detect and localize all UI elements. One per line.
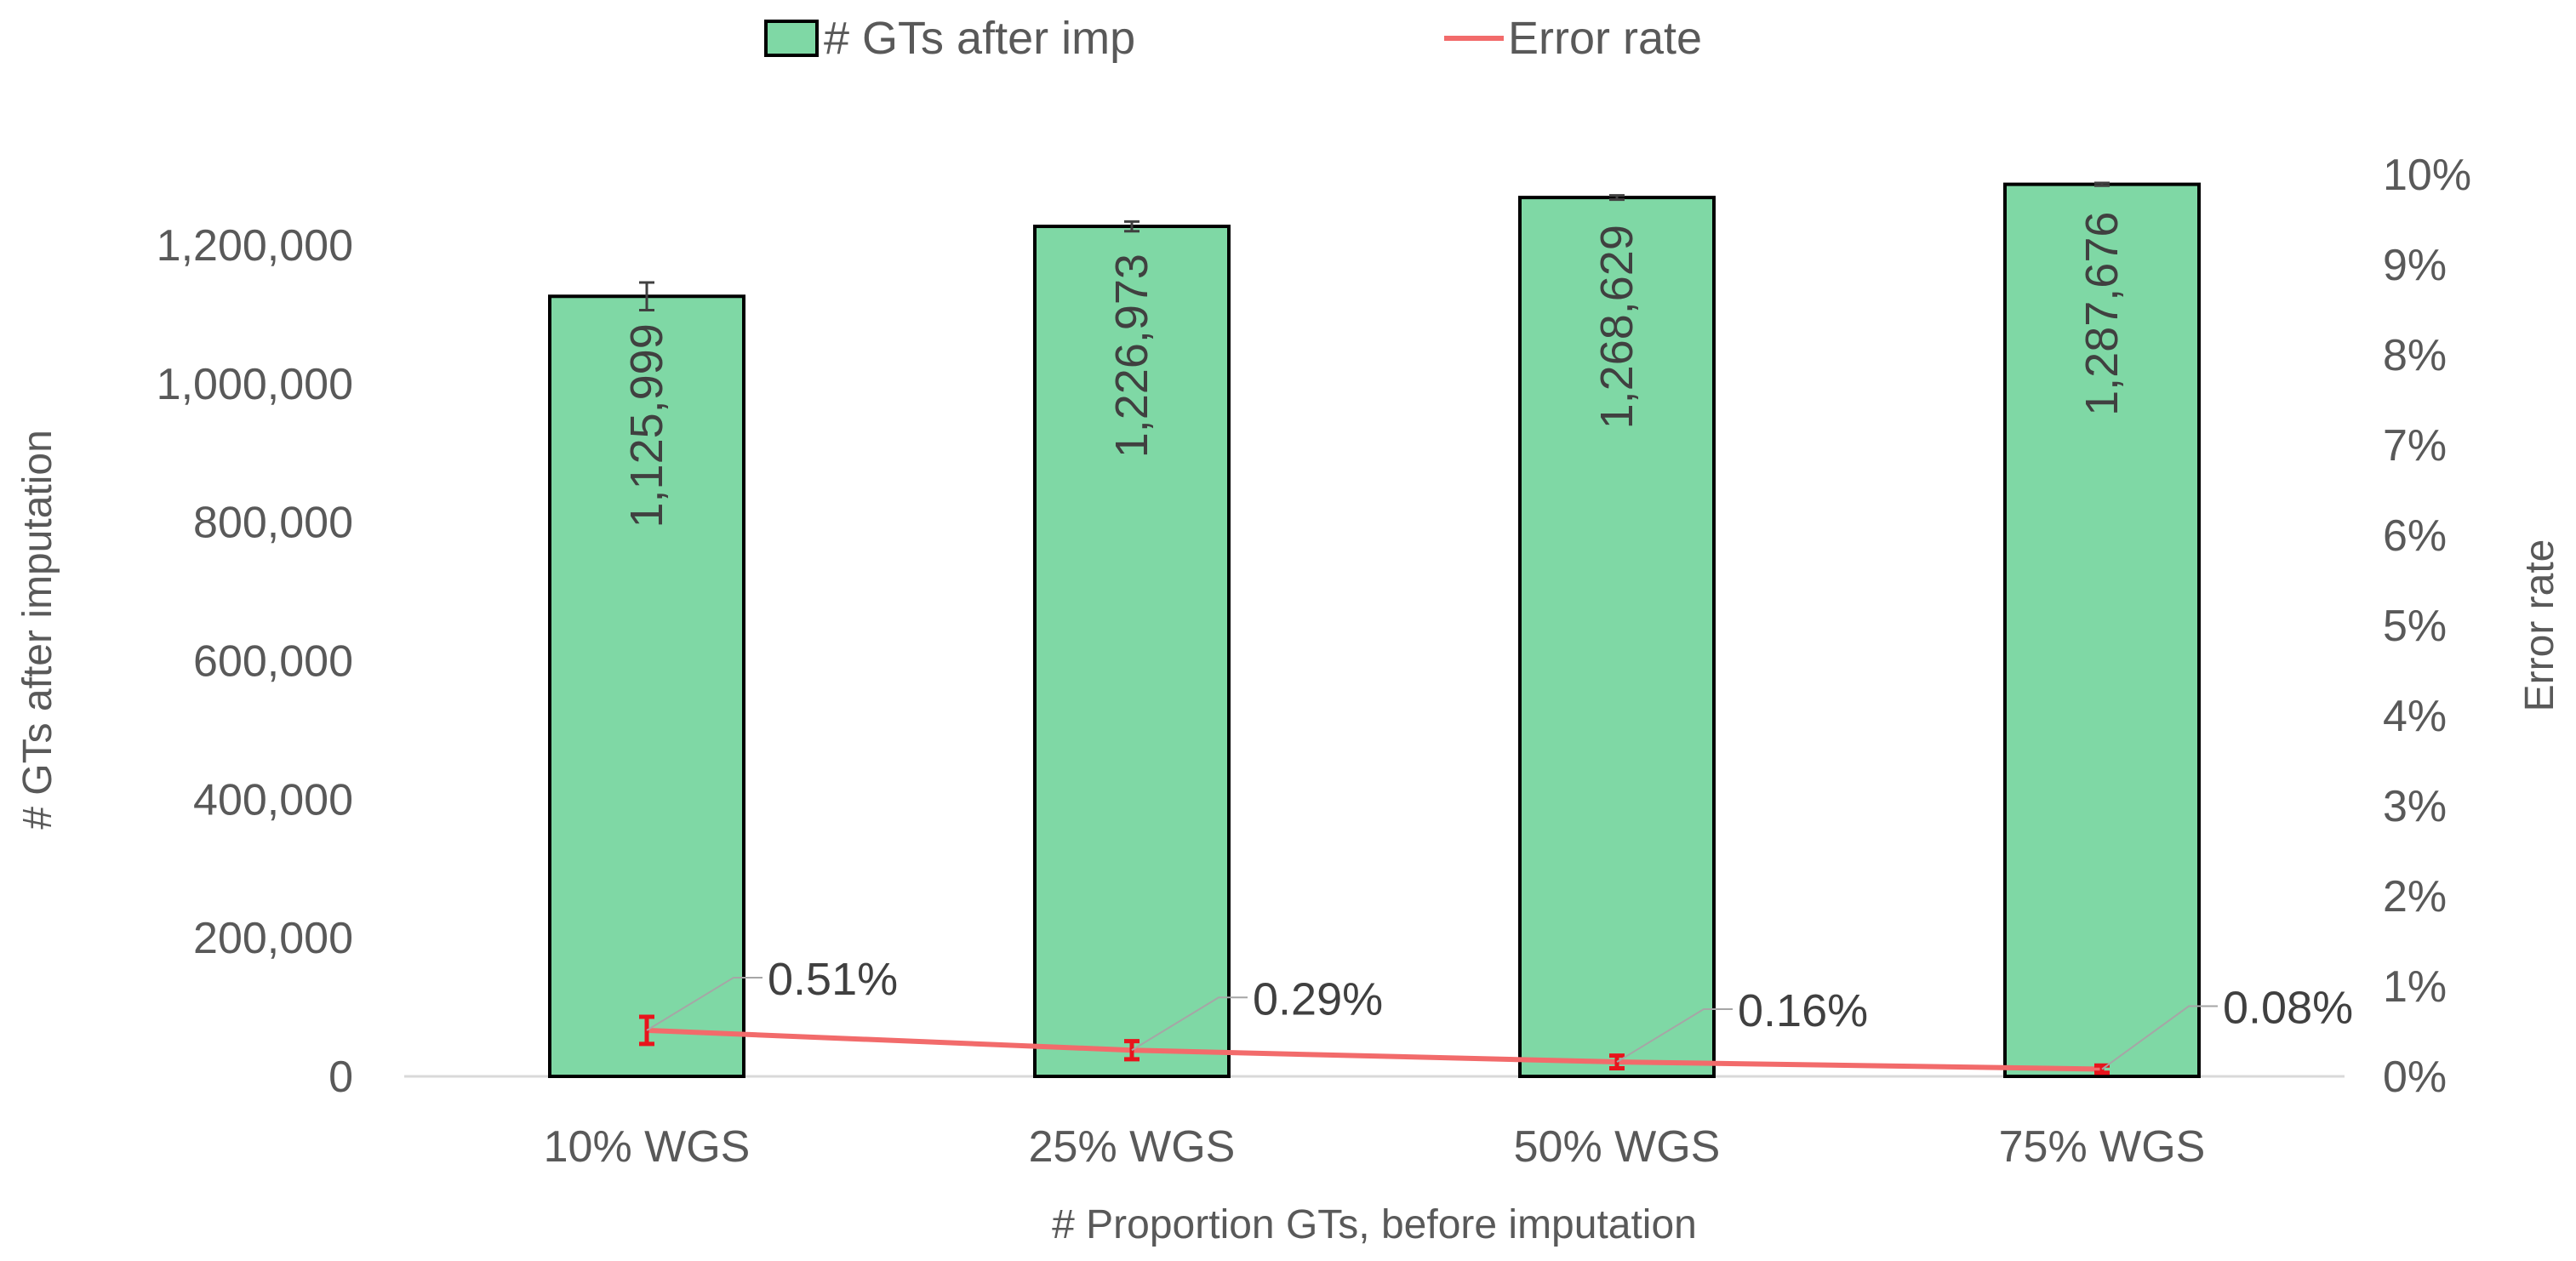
bar [548,294,745,1078]
y2-tick-label: 9% [2383,241,2447,290]
error-rate-label: 0.29% [1253,973,1383,1024]
y2-tick-label: 4% [2383,692,2447,741]
y-tick-label: 200,000 [193,914,353,963]
y2-tick-label: 10% [2383,151,2471,200]
legend-bar-label: # GTs after imp [824,13,1135,64]
error-rate-label: 0.51% [768,954,898,1005]
label-leader-line [1616,1008,1733,1063]
y2-tick-label: 6% [2383,511,2447,561]
error-rate-labels: 0.51% 0.29% 0.16% 0.08% [646,954,2353,1070]
y2-tick-label: 3% [2383,782,2447,831]
y2-tick-label: 8% [2383,331,2447,380]
category-label: 50% WGS [1514,1122,1721,1172]
label-leader-line [646,976,763,1031]
y-tick-label: 0 [328,1053,353,1102]
left-axis-ticks: 0 200,000 400,000 600,000 800,000 1,000,000 1,… [157,221,353,1102]
y2-tick-label: 2% [2383,872,2447,922]
category-label: 10% WGS [544,1122,751,1172]
y-tick-label: 800,000 [193,499,353,548]
label-leader-line [2101,1005,2218,1070]
category-labels: 10% WGS 25% WGS 50% WGS 75% WGS [544,1122,2206,1172]
right-axis-ticks: 0% 1% 2% 3% 4% 5% 6% 7% 8% 9% 10% [2383,151,2471,1102]
error-rate-label: 0.16% [1738,985,1868,1036]
category-label: 25% WGS [1029,1122,1236,1172]
x-axis-title: # Proportion GTs, before imputation [1052,1202,1697,1247]
bars-group [548,182,2201,1079]
bar [2003,182,2201,1079]
legend-bar-swatch [764,20,819,57]
error-rate-line [646,1027,2103,1072]
y-tick-label: 1,000,000 [157,360,353,409]
y2-tick-label: 5% [2383,602,2447,651]
error-rate-label: 0.08% [2223,983,2353,1034]
bar-value-labels: 1,125,999 1,226,973 1,268,629 1,287,676 [621,212,2128,528]
y-axis-title: # GTs after imputation [15,430,60,830]
bar-value-label: 1,226,973 [1106,254,1157,458]
y2-tick-label: 7% [2383,421,2447,471]
y-tick-label: 1,200,000 [157,221,353,271]
legend-line-label: Error rate [1508,13,1702,64]
bar-value-label: 1,125,999 [621,323,672,528]
y2-axis-title: Error rate [2517,539,2562,712]
y-tick-label: 600,000 [193,637,353,687]
category-label: 75% WGS [1999,1122,2206,1172]
legend: # GTs after imp Error rate [764,13,1702,64]
y2-tick-label: 0% [2383,1053,2447,1102]
bar-error-bars [639,181,2110,312]
label-leader-line [1131,996,1248,1052]
bar-value-label: 1,287,676 [2076,212,2128,416]
error-rate-line-group [639,1014,2110,1076]
y2-tick-label: 1% [2383,962,2447,1012]
bar [1033,225,1231,1078]
y-tick-label: 400,000 [193,775,353,824]
bar-value-label: 1,268,629 [1591,225,1642,429]
